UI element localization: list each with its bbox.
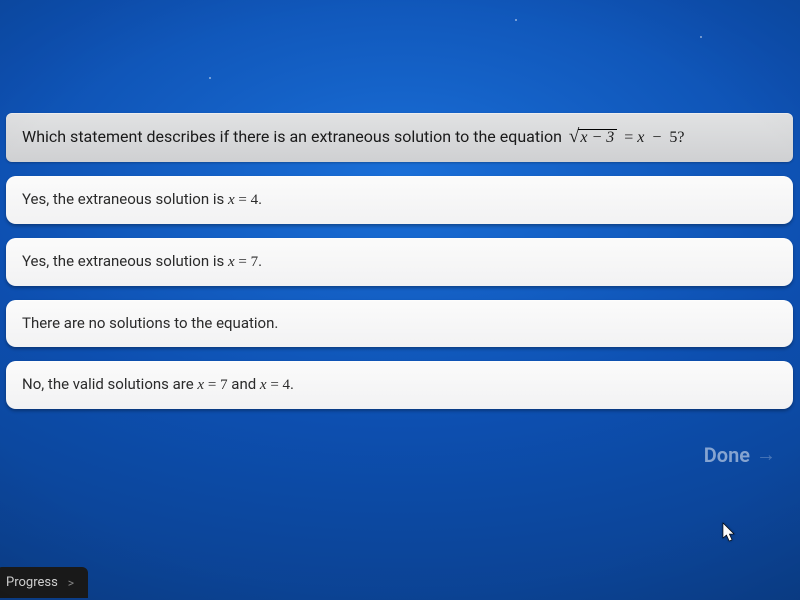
answer-option-2[interactable]: Yes, the extraneous solution is x = 7 . xyxy=(6,238,793,286)
math-num: 7 xyxy=(251,254,259,271)
answer-text: No, the valid solutions are xyxy=(22,375,197,393)
math-var: x xyxy=(228,192,235,209)
question-prompt: Which statement describes if there is an… xyxy=(6,113,793,162)
question-block: Which statement describes if there is an… xyxy=(6,113,793,409)
math-num: 4 xyxy=(283,377,291,394)
math-op: = xyxy=(235,192,251,209)
answer-text: and xyxy=(228,375,260,393)
question-text: Which statement describes if there is an… xyxy=(22,127,566,146)
answer-text: . xyxy=(258,252,262,270)
done-button[interactable]: Done → xyxy=(704,442,776,467)
progress-label: Progress xyxy=(6,575,58,590)
answer-text: . xyxy=(290,375,294,393)
answer-option-1[interactable]: Yes, the extraneous solution is x = 4 . xyxy=(6,176,793,224)
math-var: x xyxy=(637,129,644,147)
chevron-right-icon: > xyxy=(68,576,74,590)
math-op: = xyxy=(620,129,637,147)
answer-text: There are no solutions to the equation. xyxy=(22,314,278,332)
math-var: x xyxy=(228,254,235,271)
math-num: 7 xyxy=(220,377,228,394)
answer-option-4[interactable]: No, the valid solutions are x = 7 and x … xyxy=(6,361,793,409)
answer-option-3[interactable]: There are no solutions to the equation. xyxy=(6,300,793,347)
math-var: x xyxy=(197,377,204,394)
speck xyxy=(515,19,517,21)
answer-text: Yes, the extraneous solution is xyxy=(22,190,228,208)
math-var: x xyxy=(260,377,267,394)
math-num: 4 xyxy=(251,192,259,209)
math-tail: − 5? xyxy=(644,129,684,147)
answer-text: Yes, the extraneous solution is xyxy=(22,252,228,270)
sqrt-argument: x − 3 xyxy=(578,129,617,147)
progress-toggle[interactable]: Progress > xyxy=(0,567,88,598)
math-op: = xyxy=(267,377,283,394)
math-op: − xyxy=(587,129,606,146)
speck xyxy=(700,36,702,38)
done-label: Done xyxy=(704,443,750,467)
math-op: = xyxy=(235,254,251,271)
arrow-right-icon: → xyxy=(756,442,776,467)
answer-text: . xyxy=(258,190,262,208)
speck xyxy=(209,77,211,79)
math-num: 3 xyxy=(606,129,614,146)
sqrt-expression: √ x − 3 xyxy=(569,127,617,146)
math-op: = xyxy=(204,377,220,394)
